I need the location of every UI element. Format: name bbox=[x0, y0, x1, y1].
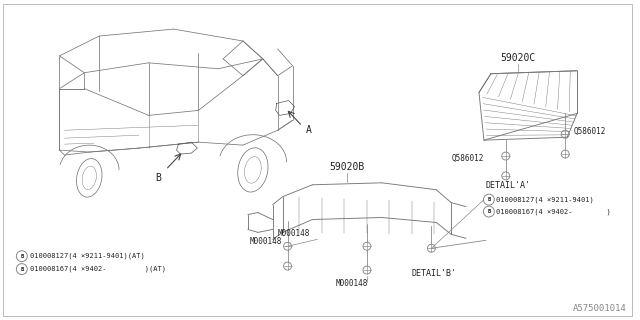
Text: DETAIL'A': DETAIL'A' bbox=[486, 181, 531, 190]
Text: A: A bbox=[305, 125, 311, 135]
Text: 59020B: 59020B bbox=[330, 162, 365, 172]
Text: B: B bbox=[156, 173, 161, 183]
Text: B: B bbox=[20, 254, 24, 259]
Text: 010008127(4 ×9211-9401): 010008127(4 ×9211-9401) bbox=[496, 196, 593, 203]
Text: A575001014: A575001014 bbox=[573, 304, 627, 313]
Text: M000148: M000148 bbox=[336, 279, 368, 288]
Text: 010008167(4 ×9402-        ): 010008167(4 ×9402- ) bbox=[496, 208, 611, 215]
Text: Q586012: Q586012 bbox=[573, 127, 605, 136]
Text: B: B bbox=[487, 209, 490, 214]
Text: 010008127(4 ×9211-9401)(AT): 010008127(4 ×9211-9401)(AT) bbox=[29, 253, 145, 260]
Text: B: B bbox=[20, 267, 24, 272]
Text: B: B bbox=[487, 197, 490, 202]
Text: 59020C: 59020C bbox=[500, 53, 535, 63]
Text: M000148: M000148 bbox=[278, 229, 310, 238]
Text: DETAIL'B': DETAIL'B' bbox=[412, 269, 456, 278]
Text: 010008167(4 ×9402-         )(AT): 010008167(4 ×9402- )(AT) bbox=[29, 266, 166, 272]
Text: Q586012: Q586012 bbox=[451, 154, 484, 163]
Text: M000148: M000148 bbox=[250, 237, 282, 246]
